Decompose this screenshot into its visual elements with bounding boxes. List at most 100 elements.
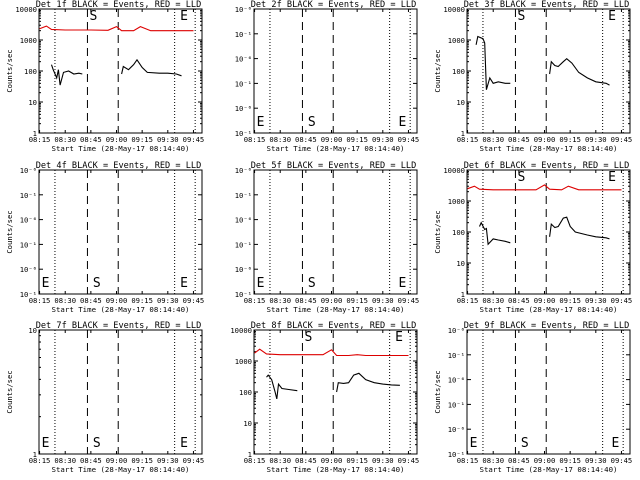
marker-label-s: S: [93, 436, 101, 451]
y-tick-label: 10⁻⁶: [20, 166, 37, 175]
x-tick-label: 09:45: [183, 456, 205, 465]
x-tick-label: 08:45: [295, 456, 317, 465]
x-tick-label: 09:45: [183, 296, 205, 305]
marker-label-s: S: [517, 170, 525, 185]
x-axis-label: Start Time (28-May-17 08:14:40): [52, 465, 190, 474]
series-line-events: [478, 221, 511, 246]
x-tick-label: 09:30: [157, 135, 179, 144]
x-tick-label: 08:45: [508, 296, 530, 305]
x-tick-label: 09:30: [157, 296, 179, 305]
x-axis-label: Start Time (28-May-17 08:14:40): [52, 305, 190, 314]
x-axis-label: Start Time (28-May-17 08:14:40): [480, 305, 618, 314]
marker-label-s: S: [308, 115, 316, 130]
x-tick-label: 08:15: [244, 296, 266, 305]
chart-title: Det 9f BLACK = Events, RED = LLD: [464, 321, 630, 331]
chart-title: Det 8f BLACK = Events, RED = LLD: [251, 321, 417, 331]
y-tick-label: 10⁻⁶: [235, 104, 252, 113]
x-tick-label: 09:45: [398, 456, 420, 465]
x-tick-label: 09:45: [611, 456, 633, 465]
x-tick-label: 08:45: [80, 135, 102, 144]
plot-frame: [253, 8, 418, 134]
y-axis-label: Counts/sec: [5, 210, 14, 253]
y-tick-label: 10⁻⁶: [235, 265, 252, 274]
y-tick-label: 10⁻¹: [235, 240, 252, 249]
series-line-events: [50, 64, 83, 86]
y-tick-label: 1: [33, 450, 37, 459]
y-tick-label: 10: [456, 98, 465, 107]
plot-frame: [38, 169, 203, 295]
y-tick-label: 10000: [15, 5, 37, 14]
y-tick-label: 10⁻¹: [448, 450, 465, 459]
x-tick-label: 09:15: [131, 135, 153, 144]
plot-frame: [38, 329, 203, 455]
x-tick-label: 09:15: [346, 456, 368, 465]
series-line-events: [121, 58, 182, 77]
marker-label-e: E: [608, 9, 616, 24]
y-tick-label: 100: [452, 67, 465, 76]
y-tick-label: 100: [452, 228, 465, 237]
x-tick-label: 08:30: [482, 456, 504, 465]
x-axis-label: Start Time (28-May-17 08:14:40): [267, 144, 405, 153]
chart-title: Det 3f BLACK = Events, RED = LLD: [464, 0, 630, 10]
x-tick-label: 09:15: [559, 296, 581, 305]
x-tick-label: 09:30: [372, 296, 394, 305]
x-tick-label: 08:15: [457, 135, 479, 144]
x-tick-label: 09:00: [321, 135, 343, 144]
x-tick-label: 09:30: [585, 296, 607, 305]
x-tick-label: 09:15: [131, 456, 153, 465]
x-axis-label: Start Time (28-May-17 08:14:40): [52, 144, 190, 153]
series-line-lld: [254, 348, 409, 357]
marker-label-e: E: [180, 9, 188, 24]
y-tick-label: 10⁻¹: [448, 400, 465, 409]
x-tick-label: 09:15: [346, 296, 368, 305]
x-tick-label: 09:45: [398, 296, 420, 305]
marker-label-e: E: [42, 276, 50, 291]
y-tick-label: 10: [28, 326, 37, 335]
y-tick-label: 10⁻⁶: [448, 425, 465, 434]
x-tick-label: 08:45: [508, 456, 530, 465]
y-tick-label: 1: [248, 450, 252, 459]
marker-label-e: E: [470, 436, 478, 451]
x-tick-label: 08:30: [269, 135, 291, 144]
x-tick-label: 09:00: [106, 135, 128, 144]
x-tick-label: 08:15: [244, 456, 266, 465]
y-tick-label: 10: [243, 419, 252, 428]
marker-label-s: S: [308, 276, 316, 291]
x-tick-label: 08:15: [29, 456, 51, 465]
y-tick-label: 10⁻⁶: [235, 166, 252, 175]
x-tick-label: 09:45: [611, 296, 633, 305]
x-tick-label: 09:30: [585, 135, 607, 144]
marker-label-e: E: [395, 330, 403, 345]
marker-label-e: E: [398, 276, 406, 291]
plot-frame: [253, 329, 418, 455]
y-tick-label: 10⁻⁶: [20, 216, 37, 225]
x-tick-label: 09:00: [534, 456, 556, 465]
marker-label-s: S: [304, 330, 312, 345]
series-line-events: [475, 35, 511, 90]
x-tick-label: 08:30: [482, 296, 504, 305]
y-tick-label: 10⁻¹: [235, 191, 252, 200]
marker-label-s: S: [517, 9, 525, 24]
x-tick-label: 08:45: [80, 296, 102, 305]
x-tick-label: 09:00: [321, 456, 343, 465]
y-tick-label: 100: [24, 67, 37, 76]
y-axis-label: Counts/sec: [5, 370, 14, 413]
marker-label-e: E: [398, 115, 406, 130]
plot-frame: [466, 8, 631, 134]
y-tick-label: 1: [33, 129, 37, 138]
x-tick-label: 09:00: [321, 296, 343, 305]
y-tick-label: 10: [28, 98, 37, 107]
x-tick-label: 08:30: [54, 296, 76, 305]
y-tick-label: 1000: [448, 197, 465, 206]
x-tick-label: 08:30: [482, 135, 504, 144]
y-tick-label: 1: [461, 290, 465, 299]
x-tick-label: 08:15: [457, 456, 479, 465]
y-tick-label: 1: [461, 129, 465, 138]
marker-label-e: E: [180, 436, 188, 451]
x-tick-label: 08:45: [295, 296, 317, 305]
